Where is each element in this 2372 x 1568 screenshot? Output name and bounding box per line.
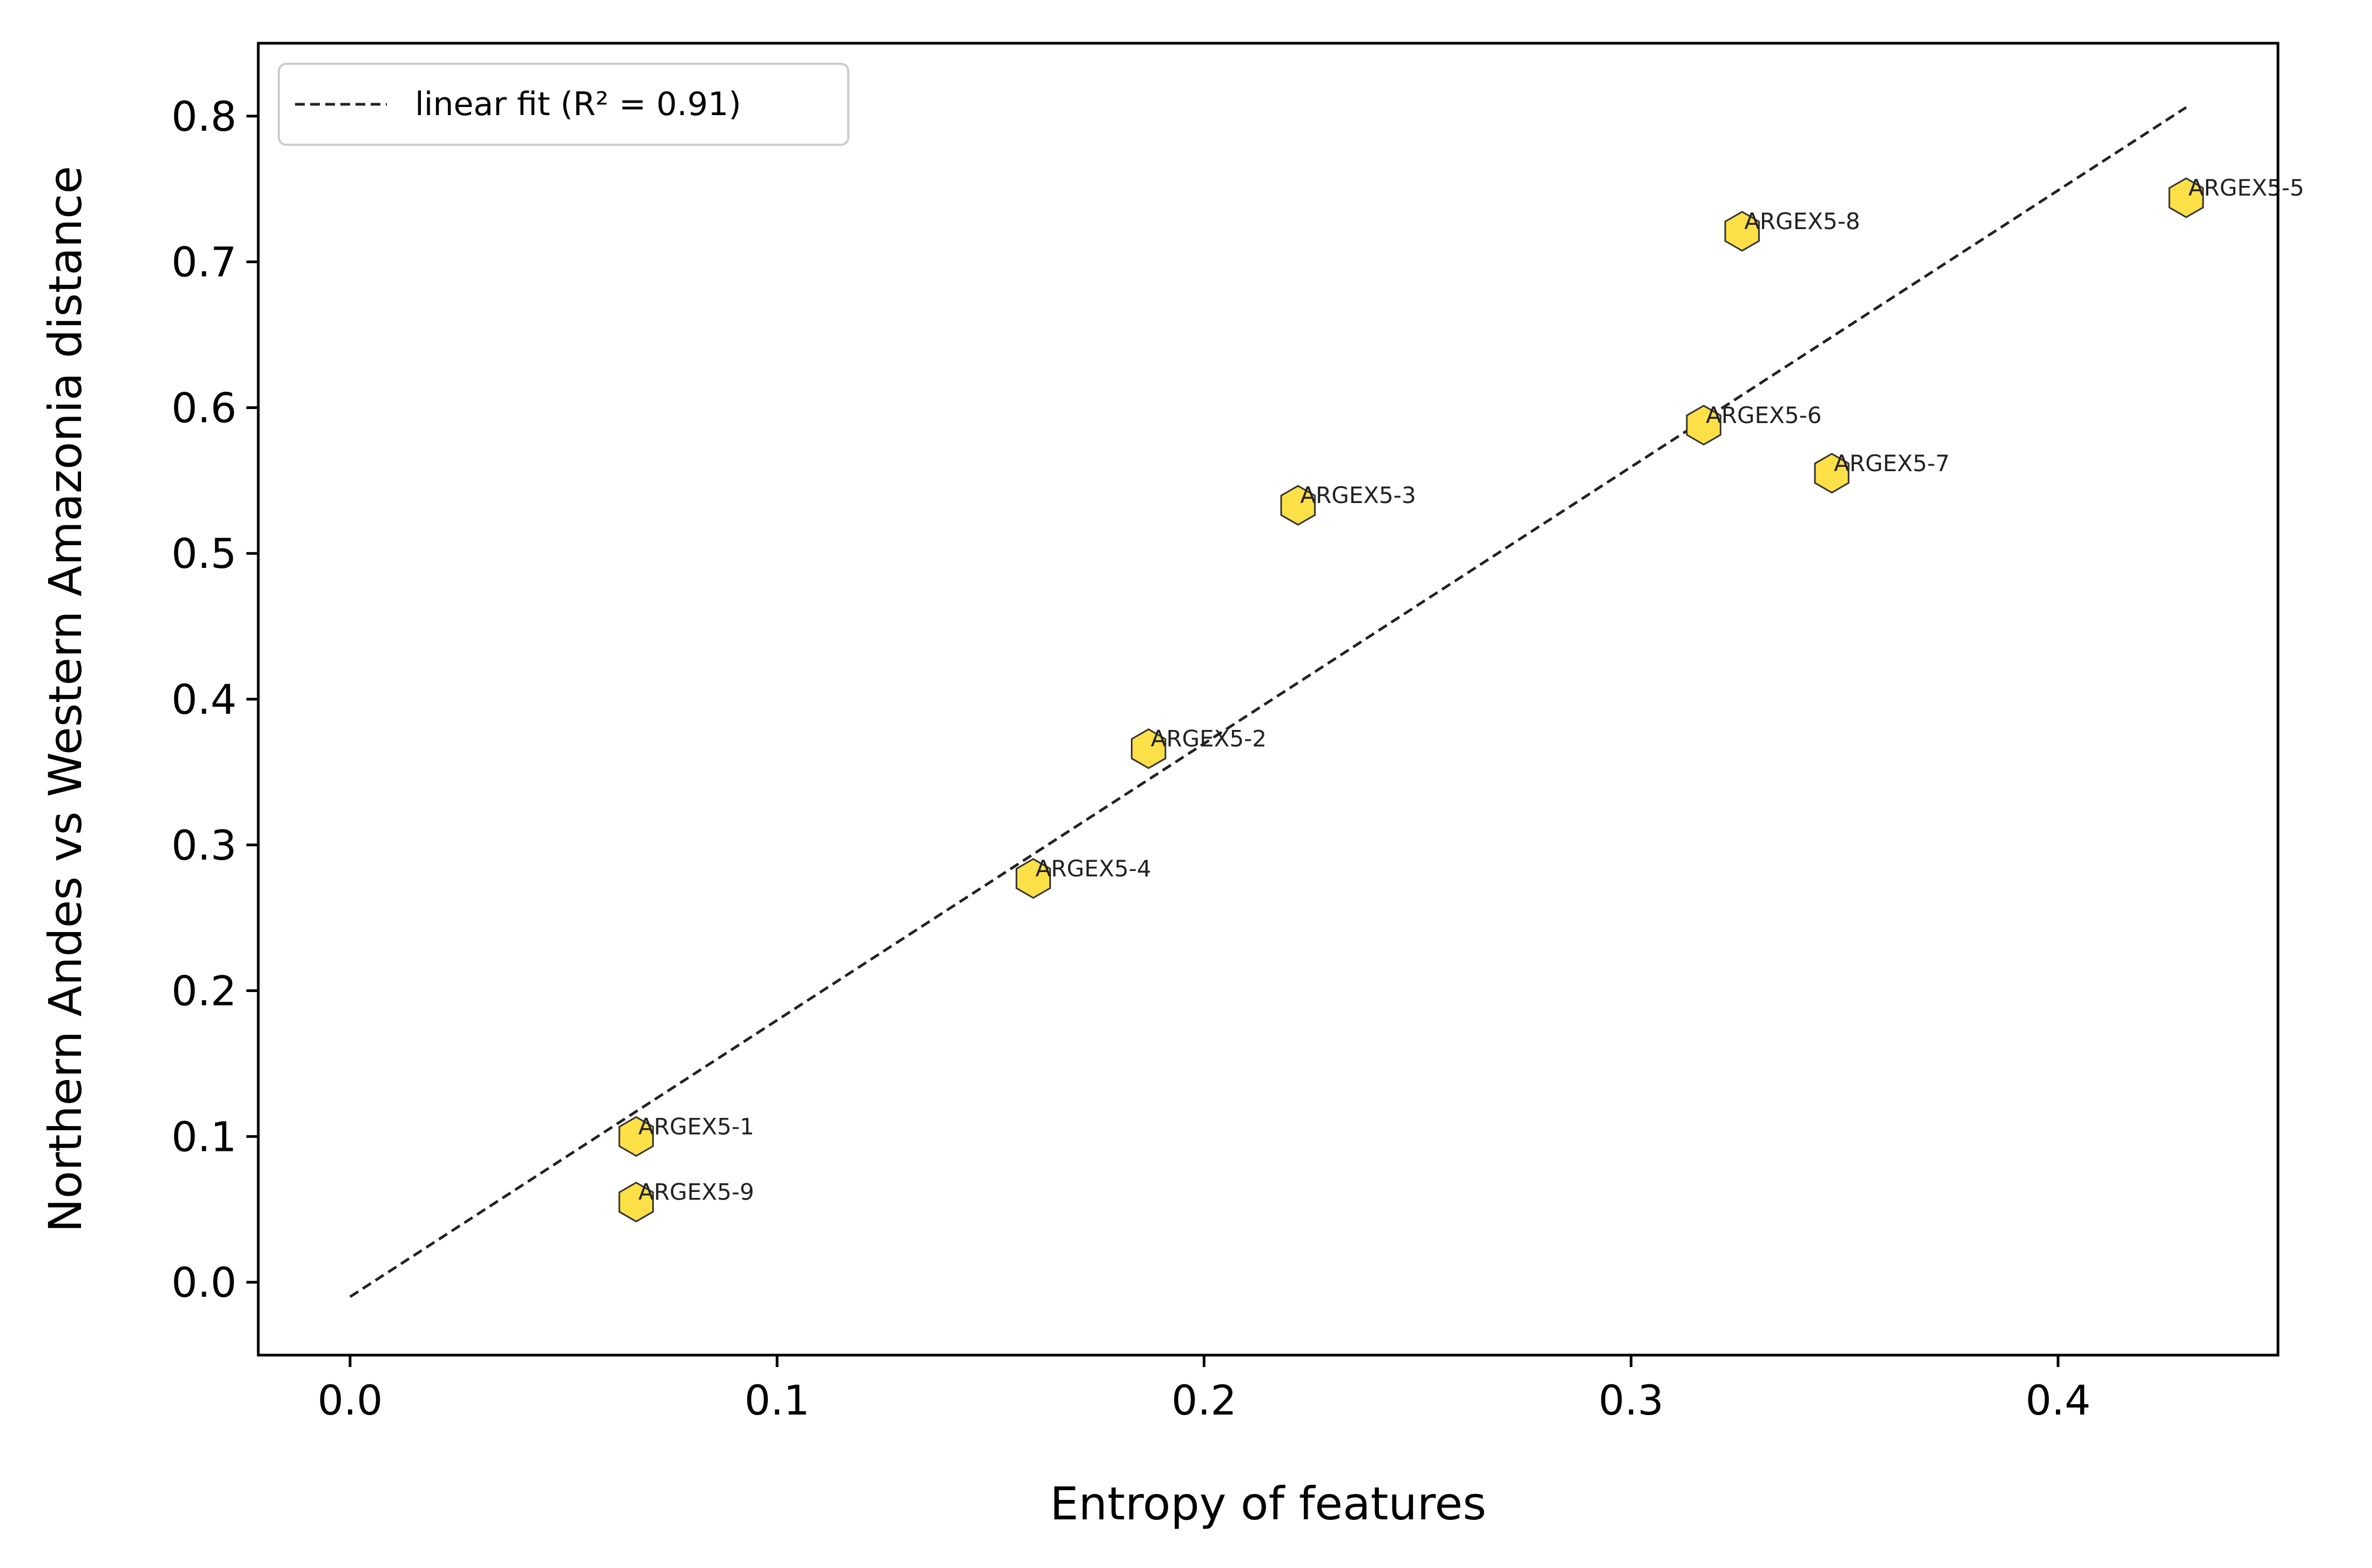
y-tick-label: 0.5 xyxy=(171,530,237,578)
legend: linear fit (R² = 0.91) xyxy=(278,63,849,146)
data-point-label: ARGEX5-8 xyxy=(1744,208,1860,234)
x-tick-label: 0.2 xyxy=(1171,1376,1237,1424)
data-point-label: ARGEX5-3 xyxy=(1300,482,1416,508)
linear-fit-line xyxy=(349,106,2187,1298)
y-tick-label: 0.4 xyxy=(171,675,237,723)
data-point xyxy=(1724,211,1760,252)
x-tick-label: 0.3 xyxy=(1598,1376,1664,1424)
x-tick-label: 0.1 xyxy=(745,1376,810,1424)
y-tick-label: 0.3 xyxy=(171,821,237,869)
y-tick-label: 0.6 xyxy=(171,384,237,432)
y-tick-label: 0.1 xyxy=(171,1113,237,1161)
y-tick-label: 0.8 xyxy=(171,92,237,140)
data-point xyxy=(1280,485,1316,526)
data-point-label: ARGEX5-7 xyxy=(1834,450,1949,477)
fit-line-layer xyxy=(349,106,2187,1298)
data-point-label: ARGEX5-6 xyxy=(1706,402,1821,428)
points-layer xyxy=(618,177,2204,1223)
y-tick-label: 0.0 xyxy=(171,1258,237,1306)
legend-label: linear fit (R² = 0.91) xyxy=(415,85,741,123)
y-axis-title: Northern Andes vs Western Amazonia dista… xyxy=(39,166,92,1232)
y-axis: 0.0 0.1 0.2 0.3 0.4 0.5 0.6 0.7 0.8 xyxy=(171,92,258,1306)
data-point-label: ARGEX5-1 xyxy=(638,1113,754,1140)
data-point-label: ARGEX5-5 xyxy=(2188,175,2304,201)
data-point xyxy=(1814,453,1850,494)
data-point-label: ARGEX5-4 xyxy=(1035,855,1151,882)
point-labels-layer: ARGEX5-1 ARGEX5-2 ARGEX5-3 ARGEX5-4 ARGEX5-5… xyxy=(638,175,2304,1205)
data-point-label: ARGEX5-9 xyxy=(638,1179,754,1205)
x-tick-label: 0.4 xyxy=(2026,1376,2091,1424)
data-point xyxy=(618,1116,654,1157)
y-tick-label: 0.7 xyxy=(171,238,237,286)
data-point xyxy=(2168,177,2204,218)
data-point xyxy=(1686,405,1721,446)
legend-box xyxy=(278,63,849,146)
x-axis: 0.0 0.1 0.2 0.3 0.4 xyxy=(317,1355,2090,1424)
x-axis-title: Entropy of features xyxy=(1050,1477,1486,1530)
data-point-label: ARGEX5-2 xyxy=(1151,726,1267,752)
data-point xyxy=(1015,858,1051,899)
x-tick-label: 0.0 xyxy=(317,1376,383,1424)
data-point xyxy=(1131,728,1167,769)
data-point xyxy=(618,1181,654,1223)
y-tick-label: 0.2 xyxy=(171,967,237,1015)
